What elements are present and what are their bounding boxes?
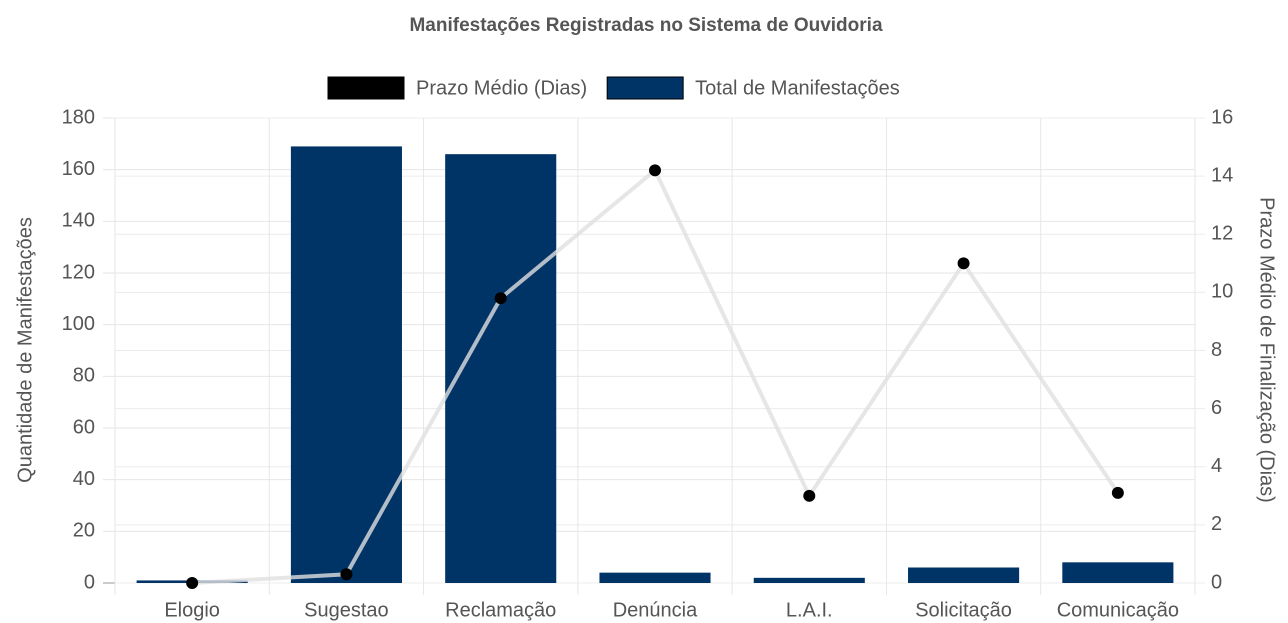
y2-tick-label: 14: [1211, 164, 1233, 186]
y-tick-label: 160: [62, 158, 95, 180]
y2-tick-label: 6: [1211, 397, 1222, 419]
chart-title: Manifestações Registradas no Sistema de …: [409, 15, 882, 36]
bar: [753, 577, 865, 583]
y-tick-label: 0: [84, 571, 95, 593]
y-tick-label: 120: [62, 261, 95, 283]
bar: [290, 146, 402, 583]
y-tick-label: 100: [62, 313, 95, 335]
x-tick-label: Elogio: [164, 599, 220, 621]
legend-swatch: [606, 76, 684, 100]
point: [340, 568, 353, 581]
legend-label: Total de Manifestações: [695, 77, 900, 99]
y2-tick-label: 12: [1211, 223, 1233, 245]
x-tick-label: Denúncia: [613, 599, 698, 621]
x-tick-label: Reclamação: [445, 599, 556, 621]
point: [1111, 486, 1124, 499]
y-tick-label: 60: [73, 416, 95, 438]
x-tick-label: Solicitação: [915, 599, 1012, 621]
y-tick-label: 80: [73, 365, 95, 387]
y2-tick-label: 0: [1211, 571, 1222, 593]
bar: [1062, 562, 1174, 583]
y2-tick-label: 16: [1211, 106, 1233, 128]
y-tick-label: 40: [73, 468, 95, 490]
y2-tick-label: 4: [1211, 455, 1222, 477]
x-tick-label: Sugestao: [304, 599, 389, 621]
legend-swatch: [327, 76, 405, 100]
point: [957, 257, 970, 270]
legend-label: Prazo Médio (Dias): [416, 77, 587, 99]
y2-tick-label: 10: [1211, 281, 1233, 303]
x-tick-label: Comunicação: [1057, 599, 1179, 621]
bar: [445, 154, 557, 583]
point: [649, 164, 661, 177]
y-tick-label: 20: [73, 520, 95, 542]
y2-tick-label: 8: [1211, 339, 1222, 361]
y-axis-label: Quantidade de Manifestações: [14, 217, 36, 483]
y2-axis-label: Prazo Médio de Finalização (Dias): [1256, 197, 1278, 503]
y-tick-label: 180: [62, 106, 95, 128]
point: [803, 489, 816, 502]
point: [186, 577, 199, 589]
point: [494, 292, 507, 305]
y-tick-label: 140: [62, 210, 95, 232]
bar: [908, 567, 1020, 583]
y2-tick-label: 2: [1211, 513, 1222, 535]
x-tick-label: L.A.I.: [786, 599, 833, 621]
bar: [599, 572, 711, 583]
